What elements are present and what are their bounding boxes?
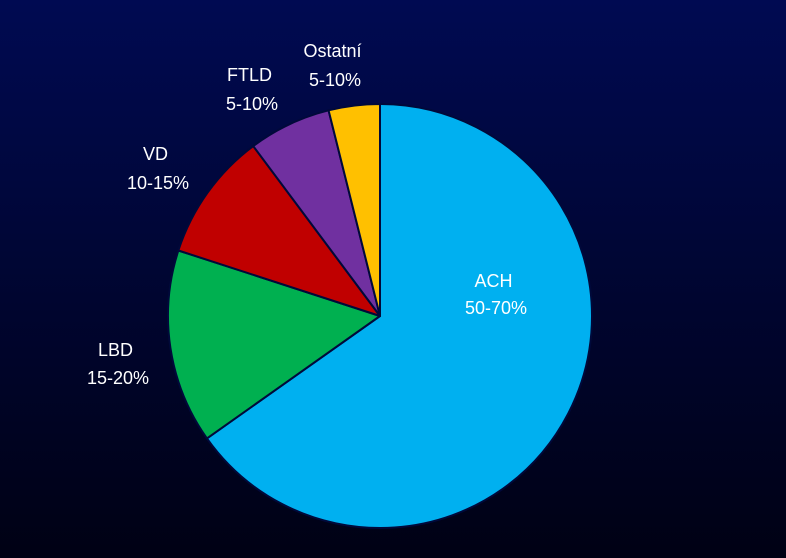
slice-ach <box>205 103 593 529</box>
label-ostatni-name: Ostatní <box>303 41 361 61</box>
slice-labels: ACH 50-70% LBD 15-20% VD 10-15% FTLD 5-1… <box>87 41 527 388</box>
label-ftld-name: FTLD <box>227 65 272 85</box>
label-ach-range: 50-70% <box>465 298 527 318</box>
label-lbd: LBD 15-20% <box>87 340 149 388</box>
pie-slices <box>167 103 593 529</box>
label-ftld: FTLD 5-10% <box>226 65 278 114</box>
slice-lbd <box>167 249 381 440</box>
label-vd-name: VD <box>143 144 168 164</box>
label-ftld-range: 5-10% <box>226 94 278 114</box>
label-lbd-name: LBD <box>98 340 133 360</box>
label-vd-range: 10-15% <box>127 173 189 193</box>
label-ach: ACH 50-70% <box>465 271 527 318</box>
label-ostatni-range: 5-10% <box>309 70 361 90</box>
slice-ostatni <box>327 103 381 317</box>
label-lbd-range: 15-20% <box>87 368 149 388</box>
label-ostatni: Ostatní 5-10% <box>303 41 366 90</box>
slice-vd <box>177 145 381 317</box>
label-vd: VD 10-15% <box>127 144 189 193</box>
label-ach-name: ACH <box>474 271 512 291</box>
